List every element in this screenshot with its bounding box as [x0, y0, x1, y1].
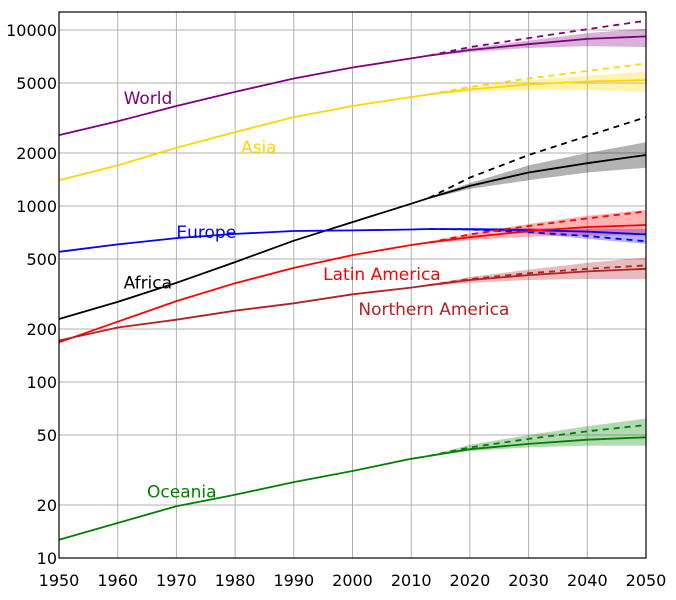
africa-dashed-projection-line [428, 116, 647, 199]
x-tick-label: 1990 [273, 571, 314, 590]
latin-america-dashed-projection-line [428, 210, 647, 244]
series-labels: World Asia Africa Europe Latin America Northe… [124, 89, 510, 503]
y-tick-label: 50 [37, 426, 57, 445]
asia-dashed-projection-line [428, 62, 647, 96]
northern-america-history-line [58, 284, 429, 342]
latin-america-projection-band [428, 209, 646, 244]
y-tick-label: 200 [26, 320, 57, 339]
y-tick-label: 20 [37, 496, 57, 515]
x-tick-label: 1950 [39, 571, 80, 590]
y-tick-label: 5000 [16, 74, 57, 93]
y-tick-label: 1000 [16, 197, 57, 216]
y-tick-label: 2000 [16, 144, 57, 163]
europe-history-line [58, 228, 429, 253]
world-history-line [58, 54, 429, 136]
axis-ticks: 1950 1960 1970 1980 1990 2000 2010 2020 2030 2040… [6, 21, 666, 590]
x-tick-label: 2000 [332, 571, 373, 590]
x-tick-label: 2020 [450, 571, 491, 590]
oceania-projection-line [428, 436, 647, 457]
oceania-history-line [58, 455, 429, 541]
africa-history-line [58, 197, 430, 320]
asia-history-line [58, 93, 429, 182]
oceania-label: Oceania [147, 483, 217, 503]
series-lines [58, 19, 647, 541]
x-tick-label: 1970 [156, 571, 197, 590]
latin-america-label: Latin America [323, 265, 441, 285]
latin-america-projection-line [428, 224, 647, 244]
x-tick-label: 2010 [391, 571, 432, 590]
y-tick-label: 10 [37, 549, 57, 568]
europe-dashed-projection-line [428, 228, 647, 243]
northern-america-label: Northern America [358, 300, 509, 320]
plot-frame [58, 11, 647, 559]
y-tick-label: 500 [26, 250, 57, 269]
world-dashed-projection-line [428, 19, 647, 57]
x-tick-label: 1960 [97, 571, 138, 590]
world-label: World [124, 89, 173, 109]
y-tick-label: 10000 [6, 21, 57, 40]
x-tick-label: 2050 [626, 571, 667, 590]
africa-label: Africa [124, 273, 173, 293]
northern-america-dashed-projection-line [428, 264, 647, 287]
x-tick-label: 2030 [508, 571, 549, 590]
x-tick-label: 1980 [215, 571, 256, 590]
africa-projection-line [428, 154, 647, 199]
world-projection-line [428, 35, 647, 57]
europe-label: Europe [176, 223, 236, 243]
projection-bands [428, 28, 646, 457]
y-tick-label: 100 [26, 373, 57, 392]
latin-america-history-line [58, 241, 429, 344]
asia-projection-line [428, 79, 647, 96]
oceania-dashed-projection-line [428, 424, 647, 457]
x-tick-label: 2040 [567, 571, 608, 590]
asia-label: Asia [241, 138, 277, 158]
